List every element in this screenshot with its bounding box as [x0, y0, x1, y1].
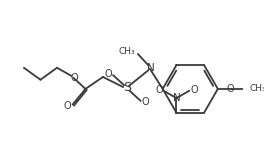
Text: CH₃: CH₃ — [119, 47, 135, 56]
Text: O: O — [227, 84, 234, 94]
Text: O: O — [71, 73, 78, 83]
Text: N: N — [147, 63, 155, 73]
Text: O: O — [105, 69, 112, 79]
Text: O: O — [155, 85, 163, 95]
Text: O: O — [63, 101, 71, 111]
Text: N: N — [173, 93, 180, 103]
Text: O: O — [190, 85, 198, 95]
Text: CH₃: CH₃ — [249, 84, 264, 93]
Text: O: O — [142, 97, 149, 107]
Text: S: S — [123, 82, 131, 95]
